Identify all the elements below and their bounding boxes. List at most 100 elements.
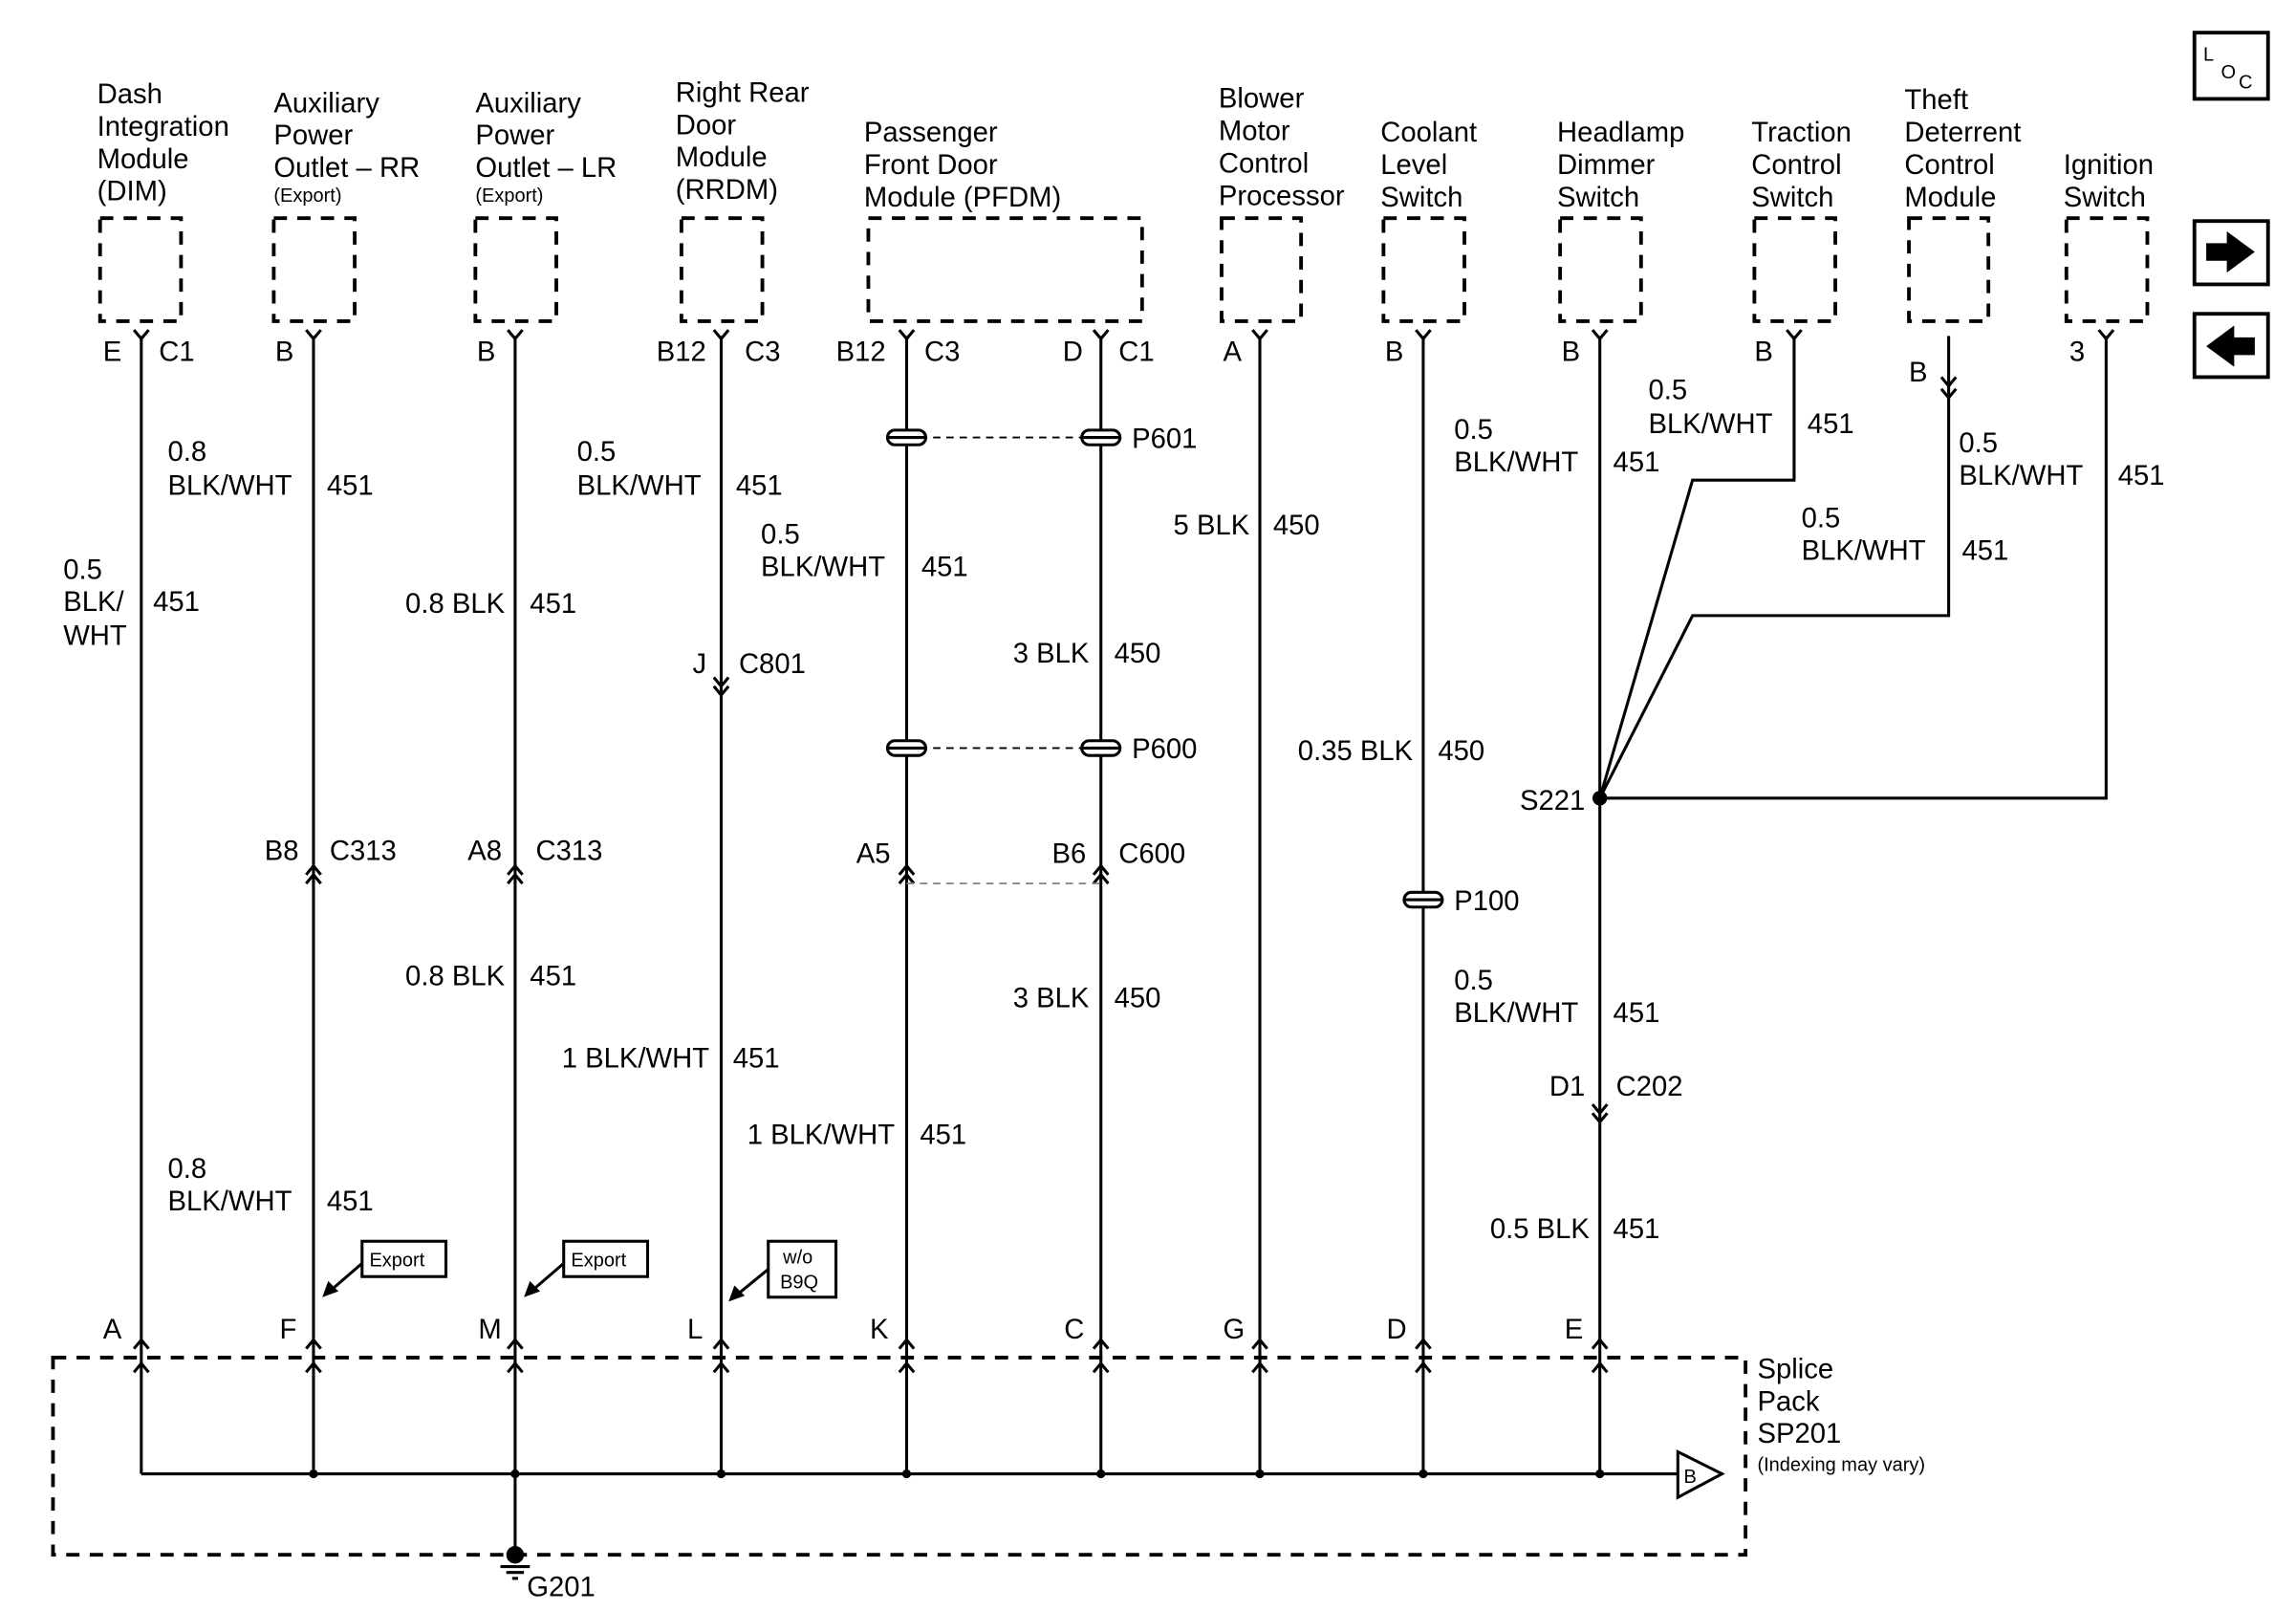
svg-text:0.5: 0.5 bbox=[1454, 966, 1493, 996]
svg-text:451: 451 bbox=[327, 471, 374, 502]
component-apo-rr: Auxiliary Power Outlet – RR (Export) bbox=[271, 88, 420, 323]
svg-text:1 BLK/WHT: 1 BLK/WHT bbox=[562, 1044, 710, 1075]
connector-chevrons bbox=[132, 329, 2115, 1374]
svg-text:BLK/WHT: BLK/WHT bbox=[1802, 535, 1926, 566]
svg-text:P601: P601 bbox=[1132, 424, 1197, 454]
svg-text:0.5: 0.5 bbox=[63, 555, 102, 585]
svg-text:E: E bbox=[103, 337, 122, 367]
svg-text:Blower: Blower bbox=[1219, 84, 1305, 115]
top-connector-chevron bbox=[898, 329, 916, 341]
splice-pin-chevron bbox=[1251, 1361, 1268, 1374]
svg-text:O: O bbox=[2220, 62, 2236, 83]
mid-connector-chevron bbox=[898, 863, 916, 876]
svg-text:BLK/WHT: BLK/WHT bbox=[168, 471, 292, 502]
svg-text:0.5: 0.5 bbox=[577, 437, 617, 468]
svg-text:B: B bbox=[1385, 337, 1404, 367]
c202-chevron bbox=[1591, 1103, 1609, 1116]
svg-text:B9Q: B9Q bbox=[780, 1273, 818, 1294]
bus-dots bbox=[309, 1469, 1605, 1479]
mid-connector-chevron bbox=[305, 863, 322, 876]
svg-text:Auxiliary: Auxiliary bbox=[475, 88, 581, 119]
svg-text:w/o: w/o bbox=[782, 1247, 812, 1268]
svg-text:Control: Control bbox=[1751, 150, 1841, 181]
top-connector-chevron bbox=[507, 329, 524, 341]
connector-p601: P601 bbox=[906, 424, 1197, 454]
svg-text:BLK/WHT: BLK/WHT bbox=[761, 552, 885, 582]
callout-export-rr: Export bbox=[322, 1239, 448, 1297]
svg-text:Control: Control bbox=[1904, 150, 1994, 181]
svg-text:Door: Door bbox=[676, 110, 737, 141]
c801-chevron bbox=[712, 685, 730, 698]
svg-text:D: D bbox=[1063, 337, 1083, 367]
component-headlamp-dimmer-switch: Headlamp Dimmer Switch bbox=[1557, 118, 1684, 323]
connector-c600: A5 B6 C600 bbox=[856, 839, 1185, 885]
svg-text:B[interactable]: B bbox=[1683, 1467, 1696, 1488]
svg-text:451: 451 bbox=[1614, 1214, 1660, 1245]
tdcm-connector-chevron bbox=[1939, 387, 1958, 401]
svg-text:Switch: Switch bbox=[2064, 183, 2146, 213]
bottom-connector-chevron bbox=[305, 1338, 322, 1350]
svg-text:451: 451 bbox=[153, 587, 200, 618]
bottom-pin-labels: A F M L K C G D E bbox=[103, 1315, 1583, 1345]
svg-text:BLK/WHT: BLK/WHT bbox=[1649, 409, 1773, 440]
svg-text:D1: D1 bbox=[1549, 1072, 1585, 1102]
svg-text:BLK/WHT: BLK/WHT bbox=[577, 471, 702, 502]
svg-text:L: L bbox=[687, 1315, 703, 1345]
bottom-connector-chevron bbox=[1092, 1338, 1110, 1350]
svg-text:451: 451 bbox=[1614, 447, 1660, 478]
top-connector-chevron bbox=[1092, 329, 1110, 341]
svg-text:0.5: 0.5 bbox=[1802, 503, 1841, 533]
svg-text:0.8 BLK: 0.8 BLK bbox=[405, 961, 506, 991]
svg-text:Right Rear: Right Rear bbox=[676, 78, 810, 109]
wire-rr-label: 0.8 BLK/WHT 451 0.8 BLK/WHT 451 bbox=[168, 437, 374, 1217]
svg-text:0.8 BLK: 0.8 BLK bbox=[405, 589, 506, 620]
svg-text:E: E bbox=[1565, 1315, 1584, 1345]
svg-text:B: B bbox=[1909, 358, 1928, 388]
wire-cls-label: 0.35 BLK 450 bbox=[1298, 736, 1484, 767]
svg-text:Switch: Switch bbox=[1557, 183, 1639, 213]
svg-text:C1: C1 bbox=[1118, 337, 1154, 367]
svg-text:Theft: Theft bbox=[1904, 85, 1968, 116]
svg-text:B: B bbox=[1562, 337, 1581, 367]
wire-rrdm-label: 0.5 BLK/WHT 451 1 BLK/WHT 451 bbox=[562, 437, 783, 1074]
svg-text:B: B bbox=[477, 337, 496, 367]
svg-text:(RRDM): (RRDM) bbox=[676, 175, 778, 206]
svg-text:450: 450 bbox=[1273, 511, 1320, 541]
svg-text:WHT: WHT bbox=[63, 621, 127, 652]
svg-text:451: 451 bbox=[2118, 461, 2165, 491]
svg-text:Passenger: Passenger bbox=[864, 118, 998, 148]
svg-text:B8: B8 bbox=[265, 836, 299, 866]
svg-text:450: 450 bbox=[1438, 736, 1484, 767]
svg-text:Splice: Splice bbox=[1757, 1354, 1833, 1384]
loc-icon[interactable]: L O C bbox=[2192, 31, 2270, 101]
arrow-right-icon[interactable] bbox=[2192, 219, 2270, 287]
svg-text:Switch: Switch bbox=[1380, 183, 1462, 213]
svg-text:0.8: 0.8 bbox=[168, 437, 207, 468]
svg-text:0.5: 0.5 bbox=[1649, 376, 1688, 406]
svg-text:C600: C600 bbox=[1118, 839, 1185, 870]
splice-pin-chevron bbox=[898, 1361, 916, 1374]
mid-connector-chevron bbox=[898, 872, 916, 885]
svg-text:C: C bbox=[1064, 1315, 1084, 1345]
top-connector-chevron bbox=[2097, 329, 2115, 341]
svg-text:451: 451 bbox=[921, 552, 968, 582]
svg-text:1 BLK/WHT: 1 BLK/WHT bbox=[747, 1121, 896, 1151]
svg-text:0.5: 0.5 bbox=[761, 519, 800, 550]
connector-c313: B8 C313 A8 C313 bbox=[265, 836, 603, 866]
svg-text:BLK/WHT: BLK/WHT bbox=[1959, 461, 2083, 491]
svg-text:B6: B6 bbox=[1052, 839, 1087, 870]
svg-text:Traction: Traction bbox=[1751, 118, 1852, 148]
svg-text:G201: G201 bbox=[527, 1572, 596, 1602]
arrow-left-icon[interactable] bbox=[2192, 312, 2270, 380]
ground-g201: G201 bbox=[500, 1545, 596, 1602]
svg-text:BLK/WHT: BLK/WHT bbox=[1454, 998, 1578, 1029]
svg-text:Control: Control bbox=[1219, 148, 1309, 179]
svg-text:451: 451 bbox=[736, 471, 783, 502]
offpage-b-icon[interactable] bbox=[1676, 1448, 1725, 1500]
component-dim: Dash Integration Module (DIM) bbox=[97, 79, 229, 323]
splice-pin-chevron bbox=[1415, 1361, 1432, 1374]
svg-text:(Export): (Export) bbox=[475, 185, 543, 207]
svg-text:C801: C801 bbox=[739, 649, 806, 680]
top-connector-chevron bbox=[132, 329, 150, 341]
svg-text:F: F bbox=[280, 1315, 297, 1345]
